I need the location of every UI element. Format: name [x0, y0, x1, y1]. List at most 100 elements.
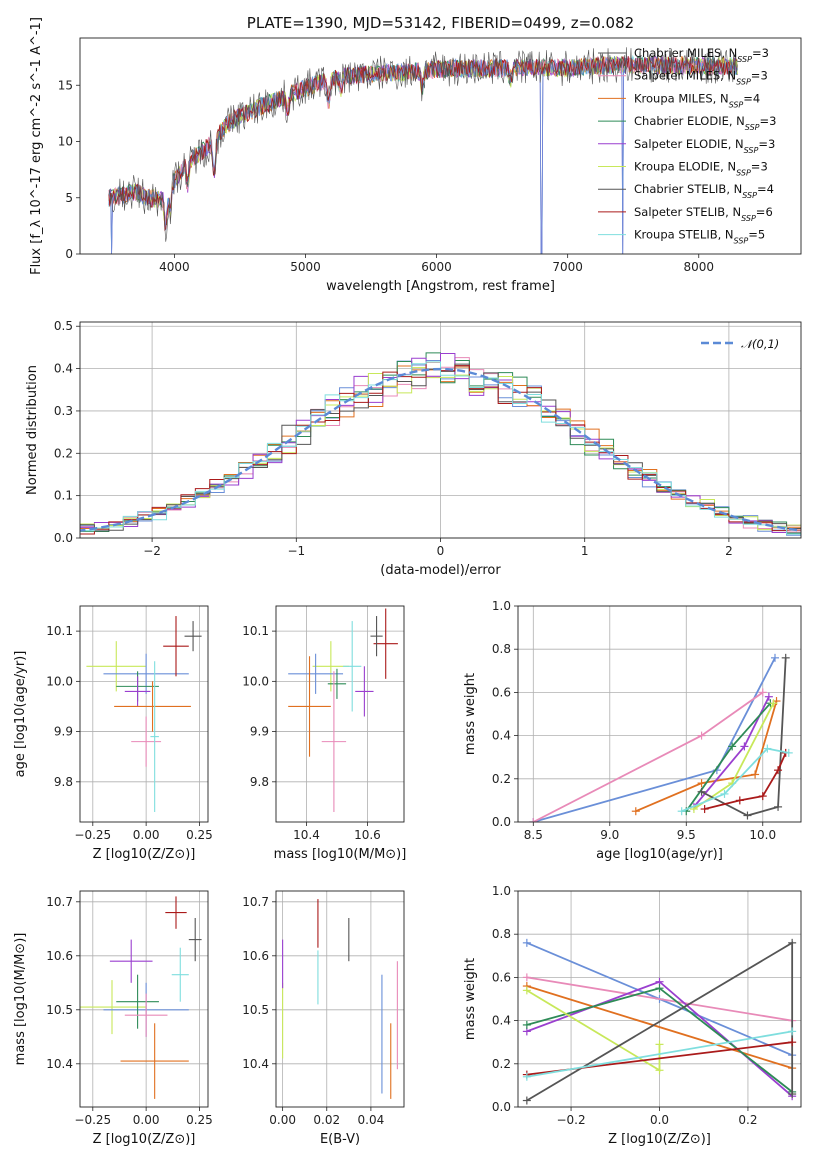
- legend-nssp: 3: [760, 69, 767, 83]
- legend-eq: =: [751, 69, 761, 83]
- legend-name: Salpeter MILES: [634, 69, 720, 83]
- mass-vs-metallicity-panel: −0.25 0.00 0.25 10.4 10.5 10.6 10.7 Z [log10(Z/…: [13, 890, 213, 1147]
- legend-nssp: 4: [753, 91, 760, 105]
- y-tick-label: 9.8: [250, 775, 269, 789]
- age-vs-metallicity-panel: −0.25 0.00 0.25 9.8 9.9 10.0 10.1 Z [log10(Z/Z⊙…: [13, 605, 213, 862]
- legend-eq: =: [743, 91, 753, 105]
- legend-label: Kroupa MILES, NSSP=4: [634, 91, 760, 109]
- y-tick-label: 0.0: [492, 815, 511, 829]
- legend-name: Salpeter ELODIE: [634, 137, 728, 151]
- legend-nssp-prefix: , N: [725, 205, 741, 219]
- weight-series-line: [701, 657, 787, 817]
- x-tick-label: −2: [143, 544, 161, 558]
- legend-sub: SSP: [744, 145, 759, 154]
- legend-nssp: 3: [762, 46, 769, 60]
- axes-frame: [275, 890, 405, 1108]
- legend-nssp-prefix: , N: [721, 46, 737, 60]
- y-tick-label: 0.2: [492, 772, 511, 786]
- axes-frame: [275, 605, 405, 823]
- y-tick-label: 10.0: [242, 674, 269, 688]
- weight-series-line: [681, 747, 789, 813]
- x-tick-label: 8000: [683, 260, 714, 274]
- x-tick-label: −0.25: [74, 1113, 111, 1127]
- x-tick-label: 2: [725, 544, 733, 558]
- legend-name: Kroupa STELIB: [634, 228, 718, 242]
- y-tick-label: 0.2: [492, 1057, 511, 1071]
- legend-label: Salpeter STELIB, NSSP=6: [634, 205, 773, 223]
- legend-name: Kroupa ELODIE: [634, 160, 720, 174]
- legend-nssp-prefix: , N: [726, 182, 742, 196]
- legend-nssp-prefix: , N: [720, 160, 736, 174]
- spectrum-line-kroupa-stelib: [108, 47, 738, 242]
- plot-area: [86, 616, 202, 812]
- x-tick-label: 0.00: [133, 1113, 160, 1127]
- x-axis-label: (data-model)/error: [380, 563, 501, 578]
- legend-label: Kroupa STELIB, NSSP=5: [634, 228, 765, 246]
- legend-nssp-prefix: , N: [720, 69, 736, 83]
- legend-sub: SSP: [736, 168, 751, 177]
- legend-eq: =: [748, 228, 758, 242]
- y-tick-label: 0.5: [54, 319, 73, 333]
- legend-nssp: 5: [758, 228, 765, 242]
- x-tick-label: 5000: [290, 260, 321, 274]
- plot-area: [80, 352, 801, 537]
- age-vs-mass-panel: 10.4 10.6 9.8 9.9 10.0 10.1 mass [log10(M/M⊙)]: [242, 605, 407, 862]
- legend-eq: =: [756, 205, 766, 219]
- y-tick-label: 10.6: [242, 949, 269, 963]
- plot-area: [108, 47, 738, 254]
- plot-area: [288, 608, 398, 812]
- y-tick-label: 10.5: [242, 1003, 269, 1017]
- plot-area: [522, 938, 797, 1105]
- y-axis-label: mass weight: [463, 673, 478, 755]
- legend-name: Chabrier STELIB: [634, 182, 726, 196]
- axes-frame: [517, 890, 802, 1108]
- x-axis-label: Z [log10(Z/Z⊙)]: [93, 1132, 196, 1147]
- axes-frame: [79, 605, 209, 823]
- x-tick-label: 10.0: [749, 828, 776, 842]
- weight-series-line: [526, 976, 793, 1022]
- x-axis-label: age [log10(age/yr)]: [596, 847, 723, 862]
- legend-nssp: 3: [760, 160, 767, 174]
- normal-curve: [80, 367, 801, 532]
- x-tick-label: 6000: [421, 260, 452, 274]
- y-tick-label: 9.8: [54, 775, 73, 789]
- grid: [80, 891, 208, 1107]
- y-tick-label: 0.4: [54, 362, 73, 376]
- legend-eq: =: [760, 114, 770, 128]
- x-tick-label: −1: [287, 544, 305, 558]
- legend-name: Chabrier ELODIE: [634, 114, 729, 128]
- y-tick-label: 0.2: [54, 446, 73, 460]
- x-tick-label: 10.6: [354, 828, 381, 842]
- legend-label: Chabrier STELIB, NSSP=4: [634, 182, 774, 200]
- y-tick-label: 1.0: [492, 599, 511, 613]
- y-tick-label: 0.4: [492, 729, 511, 743]
- weight-series-line: [635, 700, 778, 813]
- x-tick-label: −0.25: [74, 828, 111, 842]
- y-tick-label: 10.7: [242, 895, 269, 909]
- x-axis-label: wavelength [Angstrom, rest frame]: [326, 279, 555, 294]
- legend-sub: SSP: [729, 100, 744, 109]
- x-tick-label: 0.00: [269, 1113, 296, 1127]
- x-tick-label: 4000: [159, 260, 190, 274]
- axes-frame: [79, 890, 209, 1108]
- x-axis-label: Z [log10(Z/Z⊙)]: [608, 1132, 711, 1147]
- legend-label: Chabrier ELODIE, NSSP=3: [634, 114, 776, 132]
- legend-eq: =: [752, 46, 762, 60]
- x-tick-label: 0.04: [358, 1113, 385, 1127]
- y-tick-label: 0.0: [54, 531, 73, 545]
- x-tick-label: 0.0: [650, 1113, 669, 1127]
- legend-nssp: 3: [768, 137, 775, 151]
- x-tick-label: −0.2: [556, 1113, 585, 1127]
- legend-nssp-prefix: , N: [718, 228, 734, 242]
- legend-sub: SSP: [741, 213, 756, 222]
- x-tick-label: 10.4: [293, 828, 320, 842]
- y-axis-label: mass [log10(M/M⊙)]: [13, 933, 28, 1066]
- legend-label: Chabrier MILES, NSSP=3: [634, 46, 769, 64]
- legend-name: Kroupa MILES: [634, 91, 713, 105]
- spectrum-line-salpeter-stelib: [108, 55, 738, 232]
- axes-frame: [79, 321, 802, 539]
- x-axis-label: mass [log10(M/M⊙)]: [274, 847, 407, 862]
- y-axis-label: age [log10(age/yr)]: [13, 651, 28, 778]
